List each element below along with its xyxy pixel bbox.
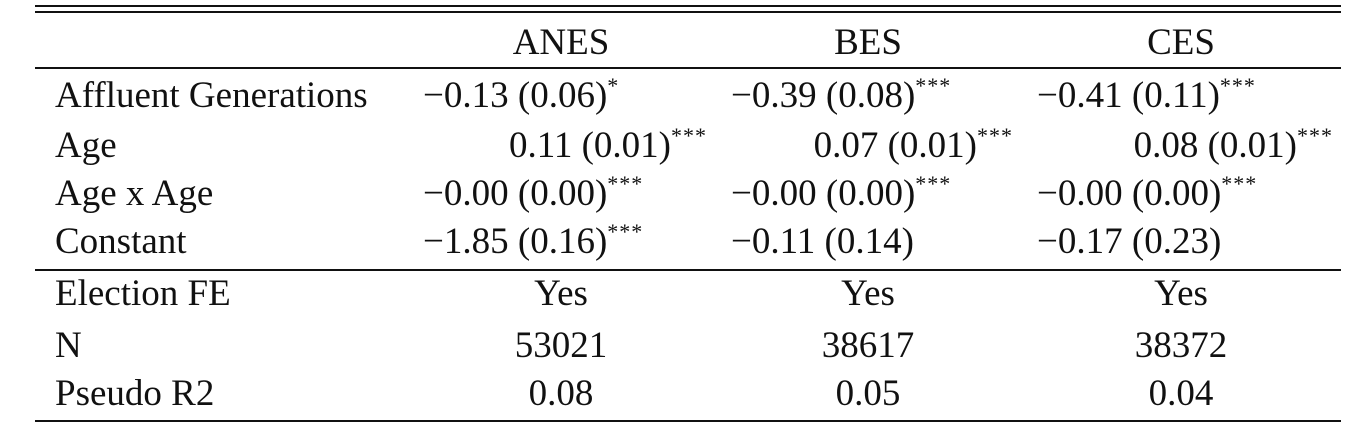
stat-cell: 53021 <box>514 324 608 366</box>
significance-stars: *** <box>1219 73 1256 98</box>
coef-value: −0.11 (0.14) <box>731 221 914 262</box>
row-label: Affluent Generations <box>55 74 368 116</box>
significance-stars: *** <box>915 171 952 196</box>
coef-cell: −1.85 (0.16)*** <box>407 217 715 265</box>
table-row: Affluent Generations −0.13 (0.06)* −0.39… <box>35 69 1341 121</box>
coef-value: −0.00 (0.00) <box>1037 173 1222 214</box>
coef-cell: −0.11 (0.14) <box>715 217 1021 265</box>
top-rule-inner <box>35 11 1341 13</box>
row-label: Constant <box>55 220 187 262</box>
stat-cell: 0.05 <box>835 373 901 415</box>
coef-value: −0.00 (0.00) <box>731 173 916 214</box>
table-row: Constant −1.85 (0.16)*** −0.11 (0.14) −0… <box>35 217 1341 265</box>
significance-stars: *** <box>607 171 644 196</box>
table-row: N 53021 38617 38372 <box>35 321 1341 370</box>
table-row: Age x Age −0.00 (0.00)*** −0.00 (0.00)**… <box>35 169 1341 217</box>
coef-value: −1.85 (0.16) <box>423 221 608 262</box>
coef-cell: −0.00 (0.00)*** <box>1021 169 1341 217</box>
coef-value: −0.39 (0.08) <box>731 75 916 116</box>
stat-cell: 38372 <box>1134 324 1228 366</box>
stat-cell: Yes <box>1154 272 1208 314</box>
results-table: ANES BES CES Affluent Generations −0.13 … <box>35 15 1341 418</box>
coef-cell: 0.08 (0.01)*** <box>1021 121 1341 169</box>
significance-stars: *** <box>1221 171 1258 196</box>
stat-cell: 0.08 <box>528 373 594 415</box>
coef-cell: −0.39 (0.08)*** <box>715 69 1021 121</box>
significance-stars: * <box>607 73 620 98</box>
stat-cell: Yes <box>841 272 895 314</box>
significance-stars: *** <box>977 123 1013 148</box>
coef-cell: 0.07 (0.01)*** <box>715 121 1021 169</box>
coef-cell: −0.41 (0.11)*** <box>1021 69 1341 121</box>
coef-cell: 0.11 (0.01)*** <box>407 121 715 169</box>
coef-value: 0.08 (0.01) <box>1133 125 1297 166</box>
row-label: N <box>55 324 82 366</box>
significance-stars: *** <box>915 73 952 98</box>
row-label: Age <box>55 124 117 166</box>
table-row: Election FE Yes Yes Yes <box>35 265 1341 321</box>
header-cell-empty <box>35 15 407 69</box>
coef-value: −0.17 (0.23) <box>1037 221 1222 262</box>
top-rule-outer <box>35 5 1341 7</box>
bottom-rule <box>35 420 1341 422</box>
significance-stars: *** <box>671 123 707 148</box>
header-row: ANES BES CES <box>35 15 1341 69</box>
table-row: Age 0.11 (0.01)*** 0.07 (0.01)*** 0.08 (… <box>35 121 1341 169</box>
coef-cell: −0.13 (0.06)* <box>407 69 715 121</box>
row-label: Election FE <box>55 272 231 314</box>
stat-cell: Yes <box>534 272 588 314</box>
header-cell-ces: CES <box>1147 21 1215 63</box>
table-row: Pseudo R2 0.08 0.05 0.04 <box>35 370 1341 419</box>
significance-stars: *** <box>1297 123 1333 148</box>
coef-value: −0.13 (0.06) <box>423 75 608 116</box>
coef-value: −0.00 (0.00) <box>423 173 608 214</box>
significance-stars: *** <box>607 219 644 244</box>
coef-cell: −0.00 (0.00)*** <box>715 169 1021 217</box>
coef-value: −0.41 (0.11) <box>1037 75 1220 116</box>
coef-value: 0.11 (0.01) <box>508 125 671 166</box>
coef-value: 0.07 (0.01) <box>813 125 977 166</box>
header-cell-anes: ANES <box>512 21 610 63</box>
stat-cell: 0.04 <box>1148 373 1214 415</box>
coef-cell: −0.17 (0.23) <box>1021 217 1341 265</box>
stat-cell: 38617 <box>821 324 915 366</box>
header-cell-bes: BES <box>834 21 902 63</box>
row-label: Age x Age <box>55 172 214 214</box>
mid-rule <box>35 269 1341 271</box>
coef-cell: −0.00 (0.00)*** <box>407 169 715 217</box>
row-label: Pseudo R2 <box>55 373 215 415</box>
header-rule <box>35 67 1341 69</box>
